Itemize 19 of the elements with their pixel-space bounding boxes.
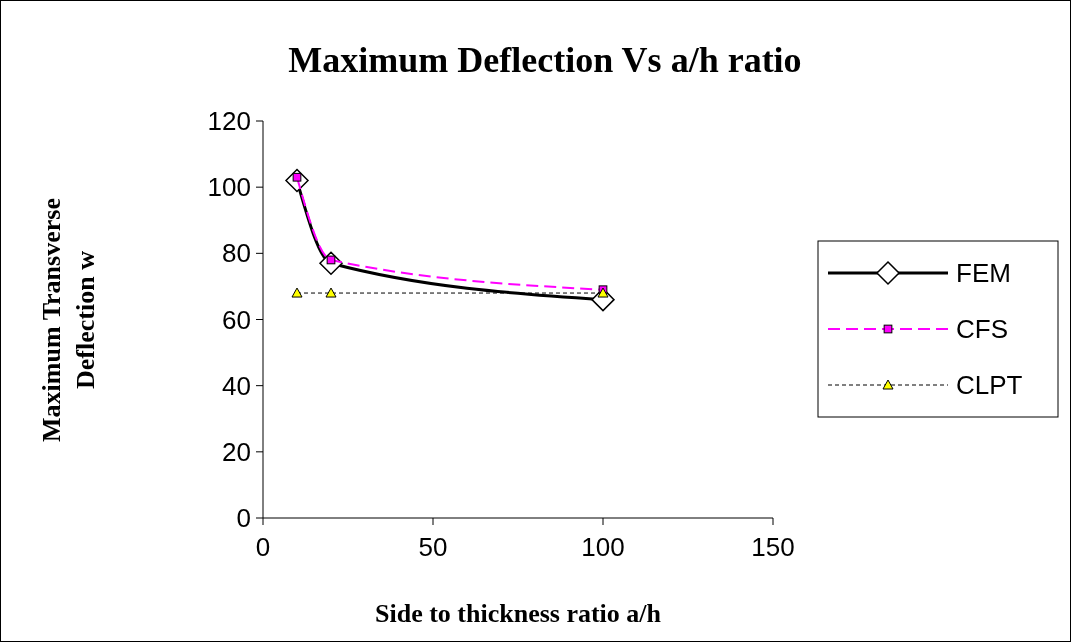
y-tick-label: 100 <box>207 172 251 203</box>
point <box>291 287 303 298</box>
x-tick-label: 50 <box>418 532 448 562</box>
y-tick-label: 20 <box>222 436 251 467</box>
legend-label: CFS <box>956 314 1008 345</box>
y-tick-label: 80 <box>222 238 251 269</box>
x-tick-label: 100 <box>581 532 625 562</box>
x-axis-title: Side to thickness ratio a/h <box>374 599 662 628</box>
y-axis-title: Maximum Transverse Deflection w <box>37 198 100 442</box>
legend-label: FEM <box>956 258 1011 289</box>
y-tick-label: 120 <box>207 106 251 137</box>
point <box>325 287 337 298</box>
y-tick-label: 40 <box>222 370 251 401</box>
x-tick-label: 150 <box>751 532 795 562</box>
x-tick-label: 0 <box>255 532 271 562</box>
y-tick-label: 0 <box>236 503 251 534</box>
legend-label: CLPT <box>956 370 1023 401</box>
chart-title: Maximum Deflection Vs a/h ratio <box>288 40 802 80</box>
y-tick-label: 60 <box>222 304 251 335</box>
